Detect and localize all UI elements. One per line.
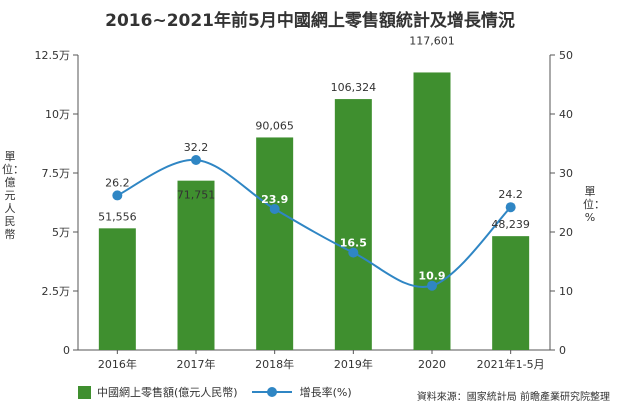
growth-value-label: 16.5 bbox=[340, 237, 367, 250]
bar bbox=[492, 236, 530, 350]
x-tick-label: 2016年 bbox=[98, 357, 137, 371]
legend-bar-label: 中國網上零售額(億元人民幣) bbox=[97, 386, 238, 399]
source-note: 資料來源：國家統計局 前瞻產業研究院整理 bbox=[416, 392, 610, 403]
growth-value-label: 26.2 bbox=[105, 176, 130, 189]
bar bbox=[177, 180, 215, 350]
growth-point bbox=[112, 190, 123, 201]
growth-point bbox=[505, 202, 516, 213]
y-right-tick-label: 30 bbox=[559, 167, 573, 180]
growth-point bbox=[269, 203, 280, 214]
y-left-tick-label: 0 bbox=[63, 344, 70, 357]
x-tick-label: 2018年 bbox=[255, 357, 294, 371]
y-left-tick-label: 7.5万 bbox=[42, 167, 71, 180]
growth-value-label: 32.2 bbox=[184, 141, 209, 154]
growth-value-label: 10.9 bbox=[418, 270, 445, 283]
legend-line-label: 增長率(%) bbox=[299, 386, 352, 399]
growth-point bbox=[427, 280, 437, 291]
y-right-tick-label: 50 bbox=[559, 49, 573, 62]
x-tick-label: 2017年 bbox=[177, 357, 216, 371]
y-right-tick-label: 20 bbox=[559, 226, 573, 239]
x-tick-label: 2021年1-5月 bbox=[477, 357, 545, 371]
y-left-tick-label: 2.5万 bbox=[42, 285, 71, 298]
legend-bar-swatch bbox=[78, 385, 91, 399]
growth-value-label: 23.9 bbox=[261, 193, 288, 206]
bar-value-label: 106,324 bbox=[331, 81, 377, 94]
growth-line bbox=[116, 159, 512, 288]
growth-point bbox=[191, 155, 201, 166]
bar bbox=[98, 228, 136, 350]
bar bbox=[334, 99, 372, 350]
y-left-tick-label: 12.5万 bbox=[35, 49, 71, 62]
growth-point bbox=[348, 247, 359, 258]
y-left-tick-label: 10万 bbox=[45, 108, 70, 121]
chart-title: 2016~2021年前5月中國網上零售額統計及增長情況 bbox=[105, 11, 515, 31]
x-tick-label: 2020 bbox=[418, 358, 446, 371]
x-tick-label: 2019年 bbox=[334, 357, 373, 371]
bar bbox=[413, 72, 451, 350]
bar-value-label: 90,065 bbox=[255, 119, 294, 132]
y-right-tick-label: 0 bbox=[559, 344, 566, 357]
bar-value-label: 71,751 bbox=[177, 189, 216, 202]
y-axis-left-label: 單位：億元人民幣 bbox=[2, 150, 24, 241]
bar-value-label: 51,556 bbox=[98, 210, 137, 223]
growth-value-label: 24.2 bbox=[498, 188, 523, 201]
bar-value-label: 117,601 bbox=[409, 34, 455, 47]
legend: 中國網上零售額(億元人民幣) 增長率(%) bbox=[78, 383, 352, 401]
y-left-tick-label: 5万 bbox=[52, 226, 70, 239]
y-right-tick-label: 40 bbox=[559, 108, 573, 121]
bar-value-label: 48,239 bbox=[491, 218, 530, 231]
y-right-tick-label: 10 bbox=[559, 285, 573, 298]
legend-line-swatch bbox=[251, 386, 292, 398]
bar bbox=[256, 137, 294, 350]
